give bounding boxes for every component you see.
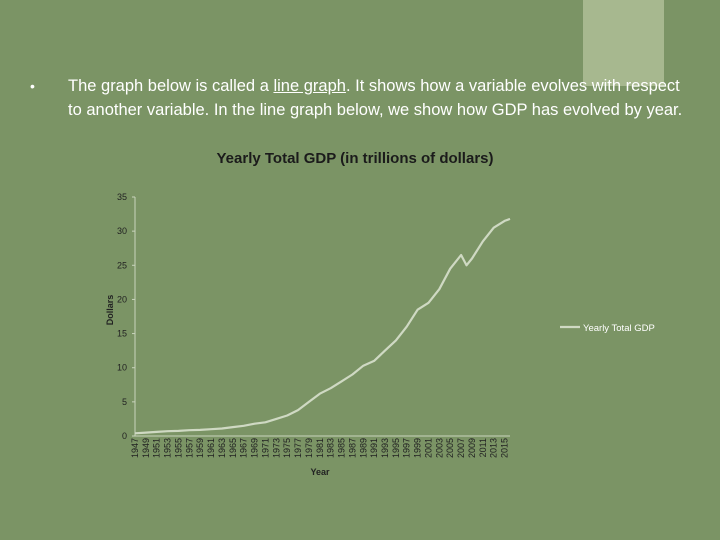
bullet-text-start: The graph below is called a bbox=[68, 77, 274, 95]
x-tick-label: 1971 bbox=[260, 438, 270, 458]
x-tick-label: 2013 bbox=[489, 438, 499, 458]
y-tick-label: 35 bbox=[117, 192, 127, 202]
x-tick-label: 2015 bbox=[500, 438, 510, 458]
x-tick-label: 1955 bbox=[173, 438, 183, 458]
x-tick-label: 1959 bbox=[195, 438, 205, 458]
x-tick-label: 1993 bbox=[380, 438, 390, 458]
x-tick-label: 2011 bbox=[478, 438, 488, 457]
x-tick-label: 1981 bbox=[315, 438, 325, 458]
x-tick-label: 1979 bbox=[304, 438, 314, 458]
x-tick-label: 1999 bbox=[413, 438, 423, 458]
x-tick-label: 1969 bbox=[250, 438, 260, 458]
x-tick-label: 2009 bbox=[467, 438, 477, 458]
x-axis-label: Year bbox=[310, 467, 330, 477]
y-tick-label: 5 bbox=[122, 397, 127, 407]
x-tick-label: 1995 bbox=[391, 438, 401, 458]
x-tick-label: 1963 bbox=[217, 438, 227, 458]
x-tick-label: 1957 bbox=[184, 438, 194, 458]
y-axis-label: Dollars bbox=[105, 295, 115, 326]
y-tick-label: 0 bbox=[122, 431, 127, 441]
bullet-dot: • bbox=[30, 78, 35, 94]
x-tick-label: 2001 bbox=[423, 438, 433, 458]
legend-label: Yearly Total GDP bbox=[583, 323, 655, 334]
x-tick-label: 1985 bbox=[337, 438, 347, 458]
y-tick-label: 10 bbox=[117, 363, 127, 373]
x-tick-label: 2007 bbox=[456, 438, 466, 458]
line-graph-link[interactable]: line graph bbox=[273, 77, 346, 95]
x-tick-label: 2003 bbox=[434, 438, 444, 458]
x-tick-label: 1991 bbox=[369, 438, 379, 458]
x-tick-label: 1965 bbox=[228, 438, 238, 458]
x-tick-label: 2005 bbox=[445, 438, 455, 458]
y-tick-label: 30 bbox=[117, 226, 127, 236]
x-tick-label: 1961 bbox=[206, 438, 216, 458]
x-tick-label: 1949 bbox=[141, 438, 151, 458]
x-tick-label: 1997 bbox=[402, 438, 412, 458]
x-tick-label: 1975 bbox=[282, 438, 292, 458]
y-tick-label: 25 bbox=[117, 260, 127, 270]
x-tick-label: 1987 bbox=[347, 438, 357, 458]
bullet-text: The graph below is called a line graph. … bbox=[68, 74, 693, 122]
x-tick-label: 1947 bbox=[130, 438, 140, 458]
x-tick-label: 1953 bbox=[163, 438, 173, 458]
x-tick-label: 1973 bbox=[271, 438, 281, 458]
x-tick-label: 1977 bbox=[293, 438, 303, 458]
x-tick-label: 1989 bbox=[358, 438, 368, 458]
x-tick-label: 1951 bbox=[152, 438, 162, 458]
chart-title: Yearly Total GDP (in trillions of dollar… bbox=[216, 150, 494, 167]
bullet-text-end: . It shows how a variable evolves with r… bbox=[68, 77, 683, 119]
x-tick-label: 1967 bbox=[239, 438, 249, 458]
accent-bar bbox=[583, 0, 664, 86]
x-tick-label: 1983 bbox=[326, 438, 336, 458]
y-tick-label: 20 bbox=[117, 294, 127, 304]
y-tick-label: 15 bbox=[117, 329, 127, 339]
series-line-yearly-total-gdp bbox=[134, 217, 511, 435]
